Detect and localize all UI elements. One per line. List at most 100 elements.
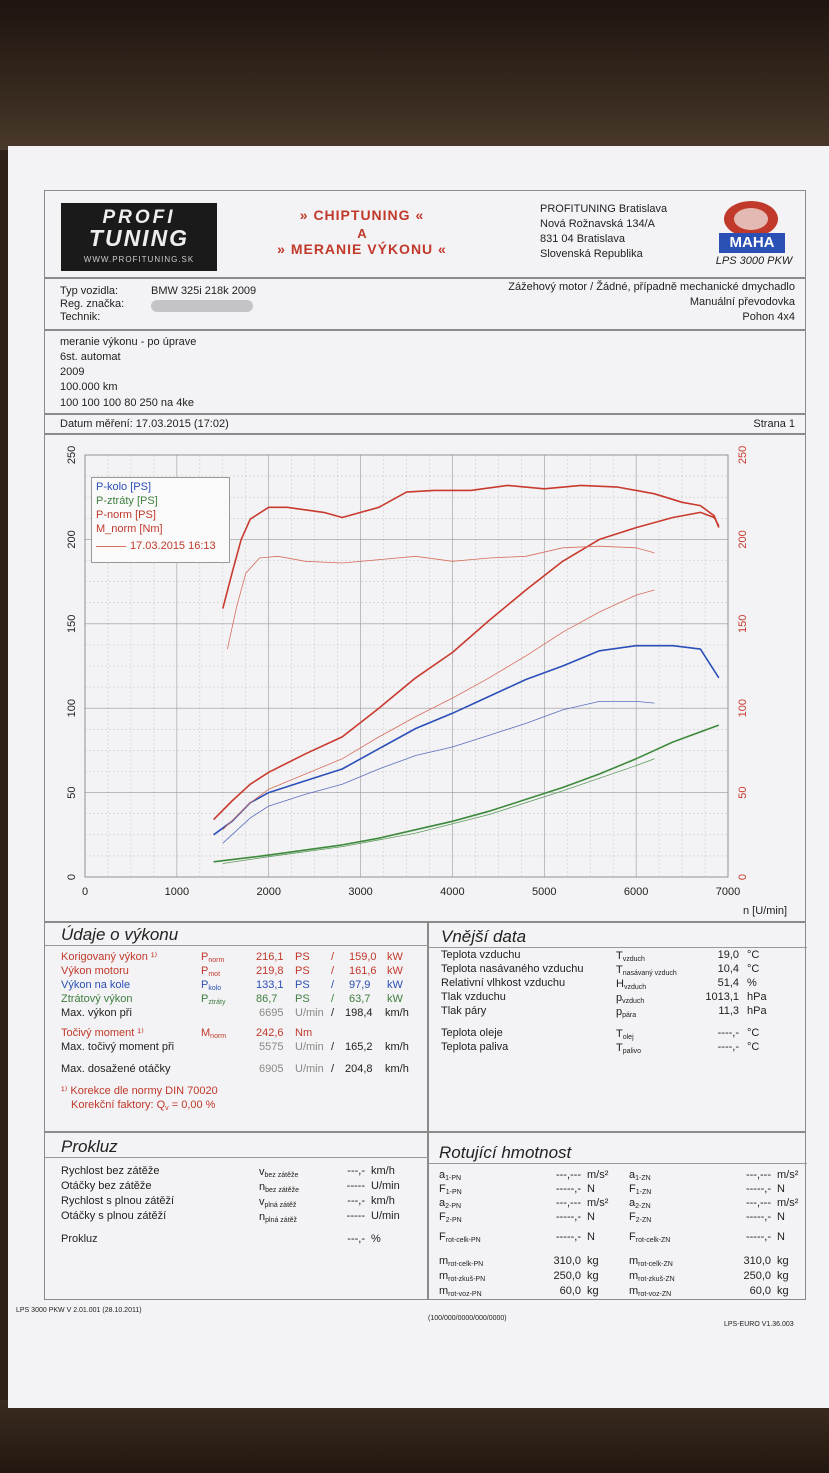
rotating-right-symbol: a2-ZN [629, 1197, 651, 1210]
external-row-unit: hPa [747, 1005, 767, 1017]
slip-row-value: ---,- [347, 1165, 365, 1177]
slip-row-label: Rychlost s plnou zátěží [61, 1195, 175, 1207]
note-line-3: 2009 [60, 366, 85, 378]
slip-title: Prokluz [61, 1137, 118, 1156]
performance-title: Údaje o výkonu [61, 925, 179, 944]
y-left-tick-label: 0 [66, 874, 78, 880]
engine-power-label: Výkon motoru [61, 965, 129, 977]
slip-row-unit: km/h [371, 1195, 395, 1207]
y-right-tick-label: 250 [737, 446, 749, 464]
external-row-label: Tlak vzduchu [441, 991, 506, 1003]
y-left-tick-label: 250 [66, 446, 78, 464]
external-row-value: ----,- [717, 1041, 739, 1053]
rotating-left-value: 310,0 [553, 1255, 581, 1267]
corrected-power-ps-unit: PS [295, 951, 310, 963]
paper-sheet [8, 146, 829, 1408]
note-line-5: 100 100 100 80 250 na 4ke [60, 397, 194, 409]
profituning-logo: PROFI TUNING WWW.PROFITUNING.SK [61, 203, 217, 271]
x-axis-label: n [U/min] [743, 905, 788, 917]
reg-label: Reg. značka: [60, 298, 125, 310]
corrected-power-sep: / [331, 951, 335, 963]
legend-date: 17.03.2015 16:13 [130, 540, 216, 552]
loss-power-kw-unit: kW [387, 993, 403, 1005]
rotating-right-unit: N [777, 1231, 785, 1243]
slip-row-symbol: nplná zátěž [259, 1211, 298, 1224]
rotating-left-symbol: Frot-celk-PN [439, 1231, 481, 1244]
torque-unit: Nm [295, 1027, 313, 1039]
rotating-right-unit: kg [777, 1285, 789, 1297]
slip-box: Prokluz Rychlost bez zátěže vbez zátěže --… [44, 1132, 429, 1300]
external-row-value: ----,- [717, 1027, 739, 1039]
wheel-power-ps-unit: PS [295, 979, 310, 991]
y-left-tick-label: 200 [66, 530, 78, 548]
y-right-tick-label: 100 [737, 699, 749, 717]
rotating-title: Rotující hmotnost [439, 1143, 572, 1162]
series-line [222, 758, 655, 864]
title-line-2: A [357, 226, 367, 241]
engine-power-ps: 219,8 [256, 965, 284, 977]
gearbox-type: Manuální převodovka [689, 296, 795, 308]
engine-type: Zážehový motor / Žádné, případně mechani… [508, 281, 795, 293]
external-row-unit: hPa [747, 991, 767, 1003]
engine-power-kw: 161,6 [349, 965, 377, 977]
rotating-left-symbol: mrot-celk-PN [439, 1255, 484, 1268]
max-torque-sep: / [331, 1041, 335, 1053]
performance-box: Údaje o výkonu Korigovaný výkon ¹⁾ Pnorm… [44, 922, 429, 1132]
corrected-power-symbol: Pnorm [201, 951, 225, 964]
max-torque-rpm-unit: U/min [295, 1041, 324, 1053]
max-rpm-speed: 204,8 [345, 1063, 373, 1075]
external-row-unit: °C [747, 949, 760, 961]
max-torque-speed: 165,2 [345, 1041, 373, 1053]
x-tick-label: 6000 [624, 886, 648, 898]
rotating-left-value: -----,- [555, 1211, 581, 1223]
wheel-power-symbol: Pkolo [201, 979, 222, 992]
rotating-right-unit: N [777, 1211, 785, 1223]
max-power-speed-unit: km/h [385, 1007, 409, 1019]
loss-power-sep: / [331, 993, 335, 1005]
chart-ticks: 0 1000 2000 3000 4000 5000 6000 700005010015020… [66, 446, 749, 898]
corrected-power-kw: 159,0 [349, 951, 377, 963]
slip-row-symbol: vplná zátěž [259, 1196, 297, 1209]
max-power-rpm: 6695 [259, 1007, 284, 1019]
footer-version-right: LPS-EURO V1.36.003 [724, 1321, 794, 1328]
max-power-speed: 198,4 [345, 1007, 373, 1019]
maha-text: MAHA [729, 234, 775, 251]
external-row-symbol: ppára [616, 1006, 637, 1019]
maha-logo: MAHA LPS 3000 PKW [713, 199, 793, 267]
rotating-right-value: -----,- [745, 1183, 771, 1195]
external-row-symbol: Tpalivo [616, 1042, 642, 1055]
measurement-date: Datum měření: 17.03.2015 (17:02) [60, 418, 229, 430]
technician-label: Technik: [60, 311, 101, 323]
external-row-unit: °C [747, 1041, 760, 1053]
series-line [213, 511, 720, 821]
external-row-value: 11,3 [718, 1005, 739, 1017]
legend-p-ztraty: P-ztráty [PS] [96, 495, 158, 507]
slip-row-label: Otáčky bez zátěže [61, 1180, 152, 1192]
rotating-left-symbol: a1-PN [439, 1169, 462, 1182]
x-tick-label: 7000 [716, 886, 740, 898]
address-line-2: Nová Rožnavská 134/A [540, 218, 655, 230]
legend-date-line [96, 546, 126, 547]
wheel-power-kw: 97,9 [349, 979, 371, 991]
rotating-left-unit: m/s² [587, 1169, 609, 1181]
x-tick-label: 3000 [348, 886, 372, 898]
external-row-symbol: Tvzduch [616, 950, 645, 963]
series-line [222, 701, 655, 844]
external-row-label: Teplota nasávaného vzduchu [441, 963, 584, 975]
rotating-left-symbol: F1-PN [439, 1183, 462, 1196]
external-row-value: 10,4 [717, 963, 739, 975]
external-row-label: Relativní vlhkost vzduchu [441, 977, 566, 989]
external-row-label: Teplota paliva [441, 1041, 509, 1053]
external-title-rule [429, 947, 807, 948]
address-line-4: Slovenská Republika [540, 248, 643, 260]
external-row-label: Tlak páry [441, 1005, 487, 1017]
rotating-right-value: 310,0 [743, 1255, 771, 1267]
y-left-tick-label: 50 [66, 786, 78, 798]
torque-label: Točivý moment ¹⁾ [61, 1027, 144, 1039]
corrected-power-kw-unit: kW [387, 951, 403, 963]
address-line-1: PROFITUNING Bratislava [540, 203, 668, 215]
correction-factors: Korekční faktory: Qv = 0,00 % [71, 1099, 216, 1112]
y-left-tick-label: 100 [66, 699, 78, 717]
rotating-left-value: ---,--- [555, 1197, 581, 1209]
x-tick-label: 5000 [532, 886, 556, 898]
